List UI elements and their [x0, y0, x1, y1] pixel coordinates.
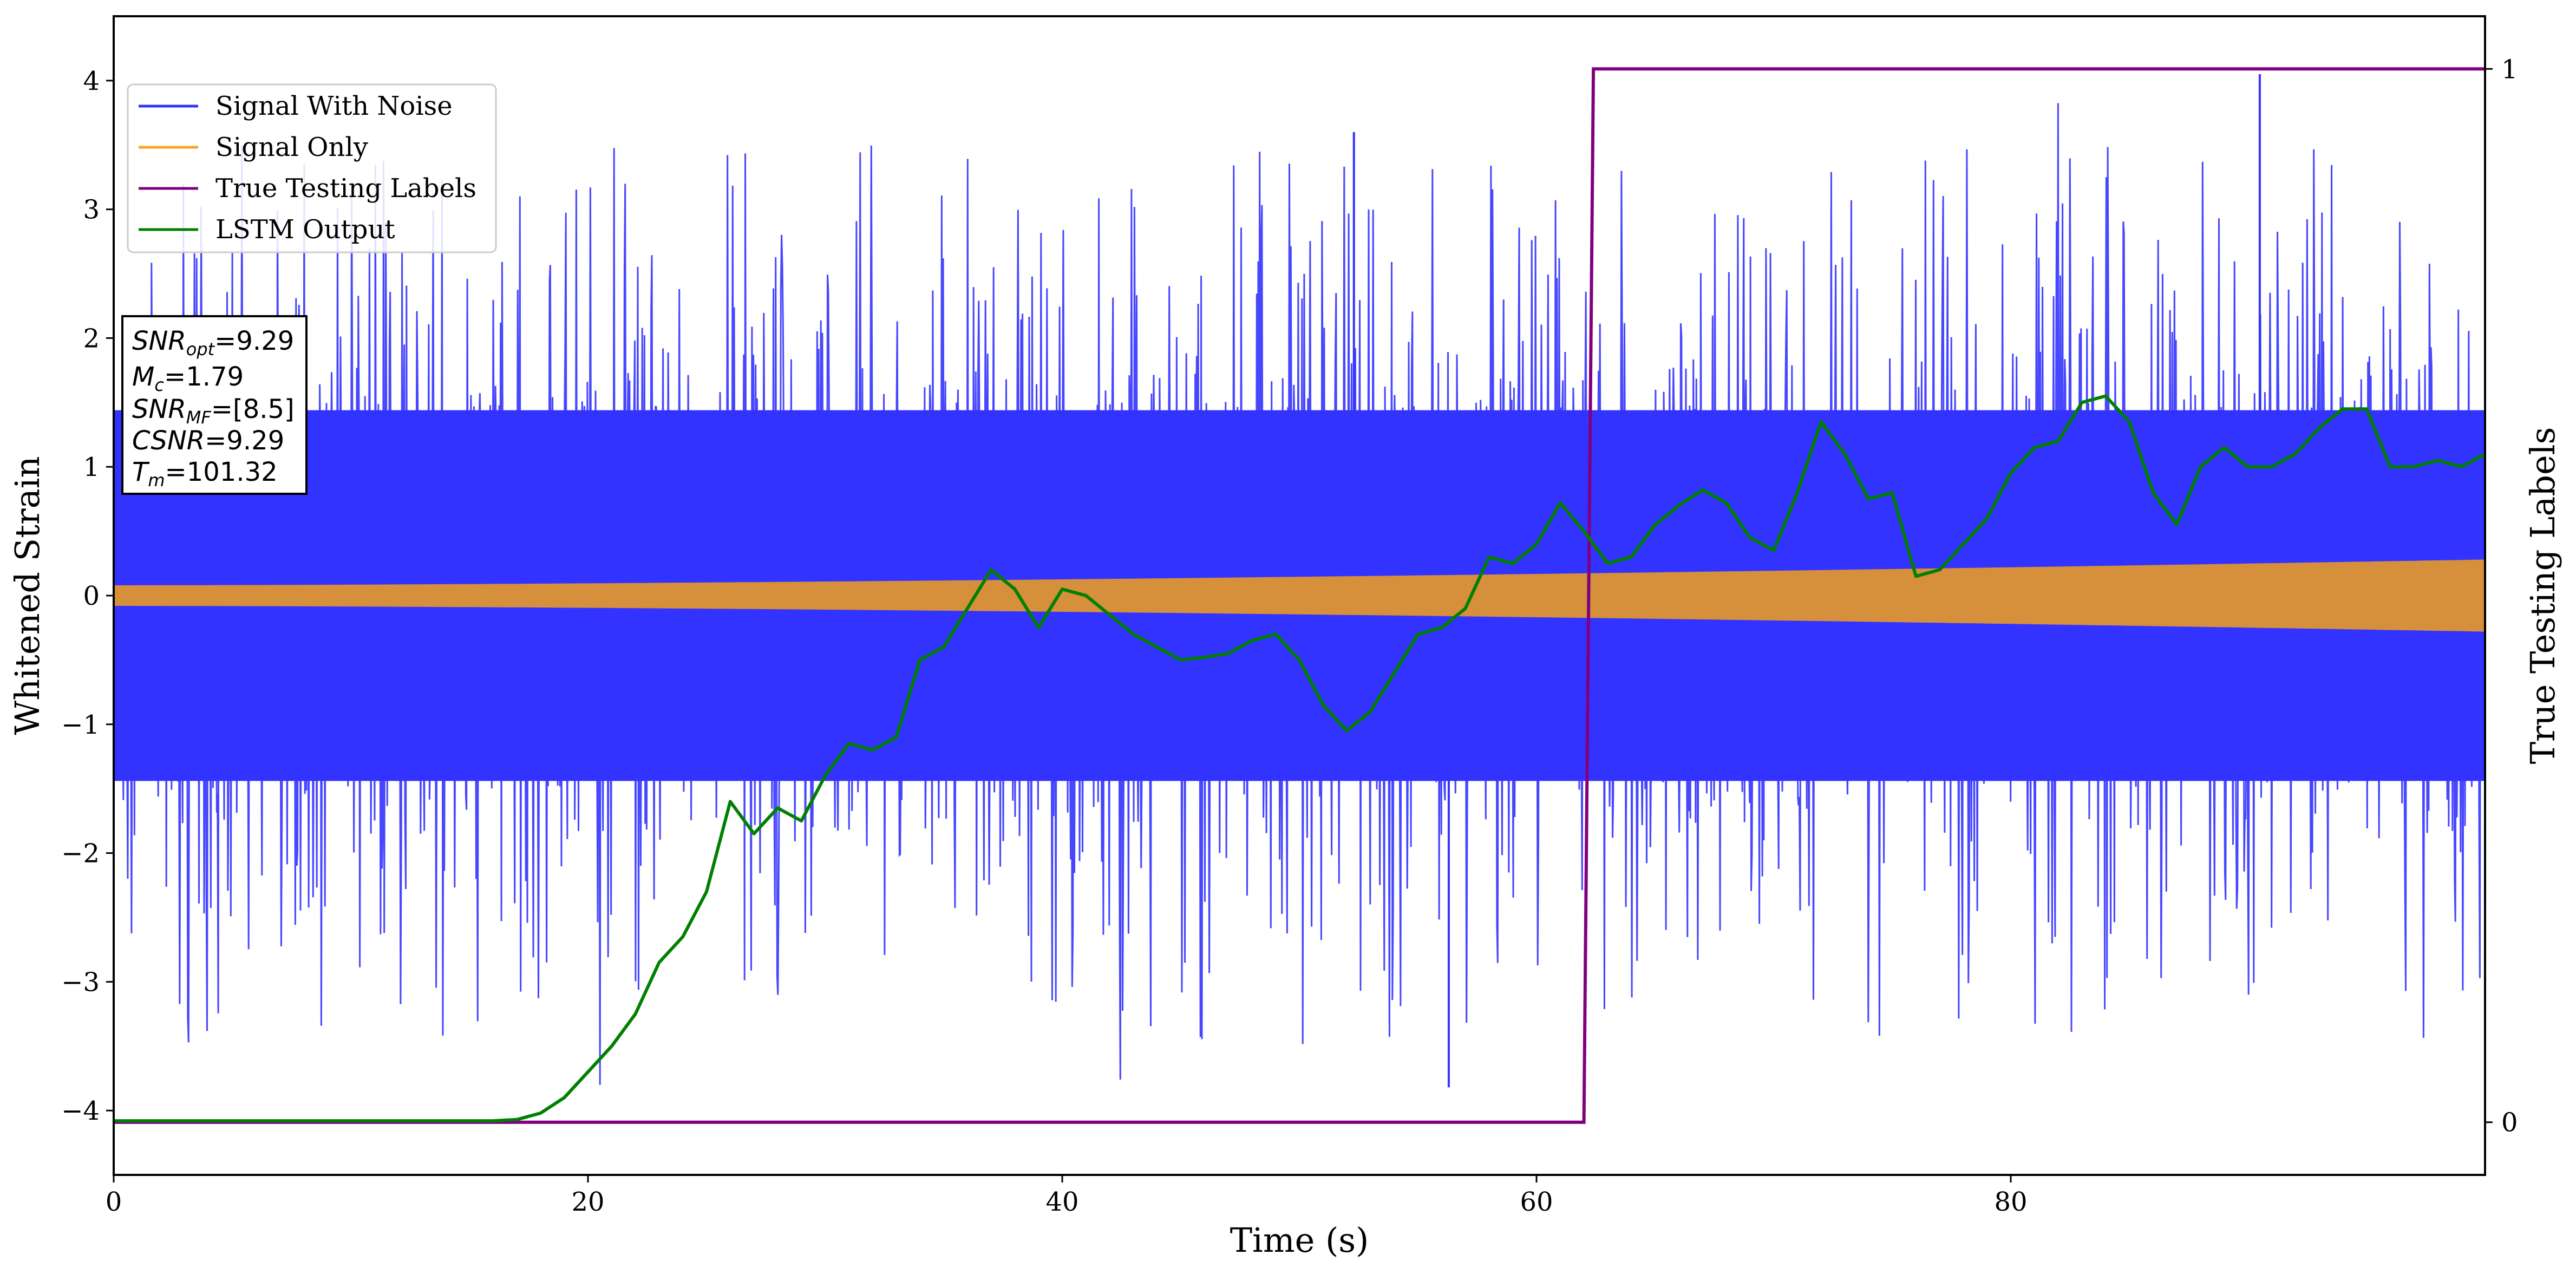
y-axis-left: −4 −3 −2 −1 0 1 2 3 4: [61, 66, 114, 1126]
y-tick-label: 2: [83, 323, 100, 354]
info-box-frame: [121, 315, 308, 495]
y-tick-label: −4: [61, 1096, 100, 1126]
legend: Signal With Noise Signal Only True Testi…: [127, 83, 497, 253]
info-merger-time: Tm=101.32: [132, 457, 278, 491]
info-snr-mf: SNRMF=[8.5]: [132, 394, 295, 428]
y-axis-label: Whitened Strain: [8, 456, 47, 735]
y-tick-label: 3: [83, 195, 100, 225]
signal-envelope: [114, 559, 2485, 632]
true-testing-labels-series: [114, 67, 2485, 1124]
y-tick-label: 4: [83, 66, 100, 96]
legend-label-true-testing-labels: True Testing Labels: [215, 173, 476, 204]
signal-only-series: [114, 559, 2485, 632]
lstm-line: [114, 394, 2486, 1123]
y2-tick-label: 1: [2501, 54, 2518, 84]
info-chirp-mass: Mc=1.79: [132, 362, 244, 395]
info-snr-opt: SNRopt=9.29: [132, 326, 294, 360]
legend-label-signal-with-noise: Signal With Noise: [215, 91, 453, 121]
y2-tick-label: 0: [2501, 1108, 2518, 1138]
x-axis: 0 20 40 60 80: [106, 1175, 2028, 1217]
labels-line: [114, 67, 2485, 1124]
y-tick-label: 0: [83, 581, 100, 611]
x-axis-label: Time (s): [1230, 1220, 1369, 1260]
y-tick-label: −3: [61, 967, 100, 997]
legend-label-lstm-output: LSTM Output: [215, 214, 395, 245]
y-axis-right: 01: [2485, 54, 2518, 1138]
y2-axis-label: True Testing Labels: [2523, 427, 2562, 765]
lstm-output-series: [114, 394, 2486, 1123]
x-tick-label: 40: [1045, 1187, 1078, 1217]
y-tick-label: 1: [83, 452, 100, 482]
x-tick-label: 60: [1520, 1187, 1553, 1217]
x-tick-label: 20: [571, 1187, 604, 1217]
y-tick-label: −1: [61, 710, 100, 740]
legend-label-signal-only: Signal Only: [215, 132, 368, 162]
info-box: SNRopt=9.29 Mc=1.79 SNRMF=[8.5] CSNR=9.2…: [121, 315, 308, 495]
x-tick-label: 0: [106, 1187, 122, 1217]
y-tick-label: −2: [61, 839, 100, 869]
info-csnr: CSNR=9.29: [132, 426, 284, 456]
noise-trace: [113, 103, 2486, 1085]
x-tick-label: 80: [1994, 1187, 2027, 1217]
legend-box: [127, 83, 497, 253]
